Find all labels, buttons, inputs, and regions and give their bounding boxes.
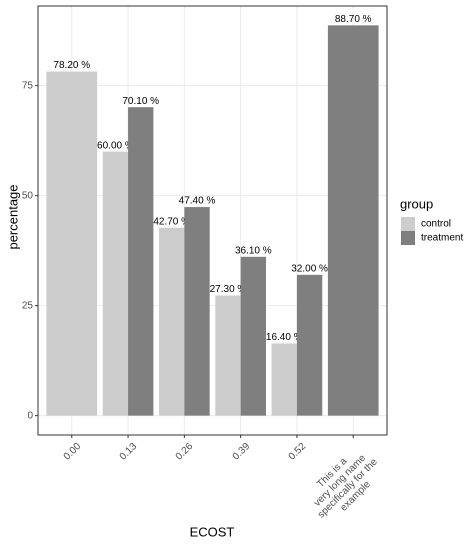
bar [46, 71, 98, 416]
panel-border [37, 5, 388, 436]
legend-title: group [400, 196, 433, 211]
y-tick-label: 50 [22, 190, 34, 201]
value-label: 36.10 % [235, 245, 272, 256]
bar [184, 207, 210, 416]
value-label: 27.30 % [210, 284, 247, 295]
value-label: 47.40 % [179, 196, 216, 207]
value-label: 78.20 % [53, 60, 90, 71]
value-label: 16.40 % [266, 332, 303, 343]
legend-key [401, 231, 415, 245]
bar [128, 107, 154, 416]
x-axis-title: ECOST [190, 524, 235, 539]
bar [296, 274, 323, 416]
y-tick-label: 75 [22, 80, 34, 91]
bar [327, 25, 379, 416]
y-tick-label: 0 [27, 410, 33, 421]
bar [102, 151, 129, 416]
legend-key [401, 217, 415, 231]
y-tick-label: 25 [22, 300, 34, 311]
bar [215, 295, 241, 416]
value-label: 60.00 % [97, 140, 134, 151]
bar [159, 227, 185, 416]
legend-label: control [421, 219, 451, 230]
value-label: 42.70 % [153, 216, 190, 227]
bar [240, 256, 266, 416]
legend-label: treatment [421, 233, 463, 244]
value-label: 70.10 % [122, 96, 159, 107]
bar [271, 343, 297, 416]
y-axis-title: percentage [5, 184, 20, 249]
value-label: 88.70 % [335, 14, 372, 25]
value-label: 32.00 % [291, 263, 328, 274]
